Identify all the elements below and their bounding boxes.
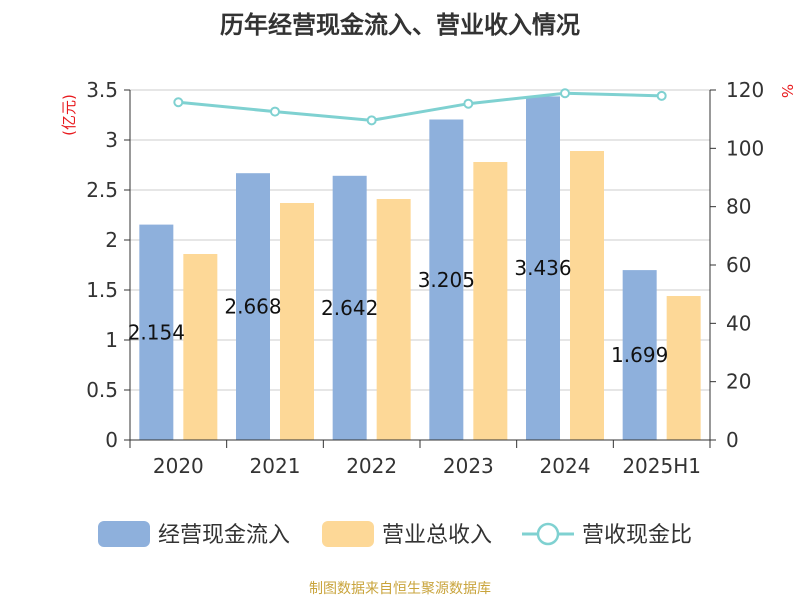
bars	[139, 96, 701, 441]
bar-cash-inflow	[139, 224, 174, 440]
ratio-point	[173, 97, 184, 108]
ratio-point	[560, 88, 570, 99]
bar-cash-inflow	[429, 119, 464, 440]
legend-swatch-ratio-marker	[536, 522, 560, 546]
ratio-point	[366, 115, 377, 126]
right-tick-label: 100	[726, 136, 764, 160]
bar-revenue	[183, 254, 218, 440]
data-label: 1.699	[611, 343, 668, 367]
x-tick-label: 2021	[250, 454, 301, 478]
bar-cash-inflow	[236, 173, 270, 440]
ratio-point	[270, 106, 280, 117]
right-tick-label: 120	[726, 78, 764, 102]
bar-revenue	[473, 162, 508, 440]
left-axis-unit: (亿元)	[60, 94, 78, 136]
bar-cash-inflow	[622, 270, 657, 440]
ratio-point	[656, 90, 667, 101]
legend-label-cash-inflow: 经营现金流入	[158, 523, 290, 548]
right-tick-label: 20	[726, 370, 751, 394]
right-axis-unit: %	[778, 84, 796, 98]
data-label: 2.668	[224, 295, 281, 319]
legend-swatch-cash-inflow	[98, 521, 150, 547]
ratio-line-path	[178, 91, 662, 122]
x-tick-label: 2022	[346, 454, 397, 478]
legend-label-revenue: 营业总收入	[382, 523, 492, 548]
data-labels: 2.154 2.668 2.642 3.205 3.436 1.699	[128, 256, 669, 367]
data-label: 2.154	[128, 320, 185, 344]
left-tick-label: 3.5	[86, 78, 118, 102]
x-tick-label: 2020	[153, 454, 204, 478]
left-tick-label: 1.5	[86, 278, 118, 302]
axes: 0 0.5 1 1.5 2 2.5 3 3.5 0 20 40 60 80 100 120 2020 2021 2…	[86, 78, 764, 478]
x-tick-label: 2023	[443, 454, 494, 478]
bar-revenue	[666, 296, 701, 440]
legend: 经营现金流入 营业总收入 营收现金比	[98, 521, 692, 548]
x-tick-label: 2025H1	[622, 454, 701, 478]
data-label: 3.436	[514, 256, 571, 280]
data-label: 2.642	[321, 296, 378, 320]
bar-revenue	[280, 203, 314, 440]
ratio-line	[173, 88, 667, 126]
left-tick-label: 0.5	[86, 378, 118, 402]
right-tick-label: 0	[726, 428, 739, 452]
right-tick-label: 40	[726, 311, 751, 335]
right-tick-label: 80	[726, 195, 751, 219]
left-tick-label: 1	[105, 328, 118, 352]
bar-revenue	[376, 199, 411, 440]
left-tick-label: 2	[105, 228, 118, 252]
bar-cash-inflow	[332, 175, 367, 441]
right-tick-label: 60	[726, 253, 751, 277]
ratio-point	[463, 98, 474, 109]
left-tick-label: 3	[105, 128, 118, 152]
source-note: 制图数据来自恒生聚源数据库	[309, 581, 491, 597]
x-tick-label: 2024	[540, 454, 591, 478]
legend-label-ratio: 营收现金比	[582, 523, 692, 548]
left-tick-label: 0	[105, 428, 118, 452]
chart-title: 历年经营现金流入、营业收入情况	[220, 11, 580, 39]
left-tick-label: 2.5	[86, 178, 118, 202]
legend-swatch-revenue	[322, 521, 374, 547]
bar-cash-inflow	[526, 96, 560, 441]
bar-revenue	[570, 151, 604, 440]
gridlines	[130, 89, 710, 391]
data-label: 3.205	[418, 268, 475, 292]
